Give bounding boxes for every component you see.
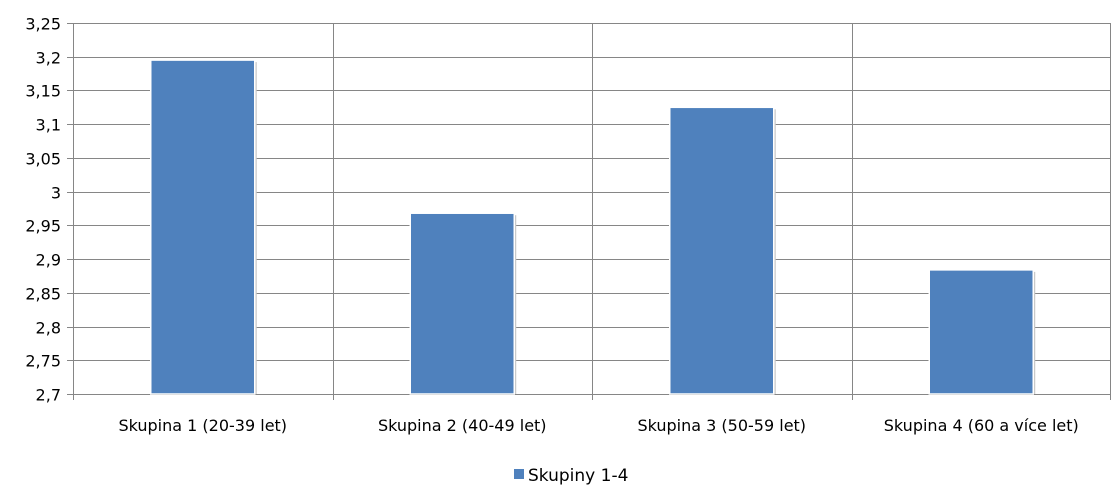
x-tick-label: Skupina 4 (60 a více let) (884, 416, 1079, 435)
bars-layer (150, 59, 1036, 395)
x-tick-label: Skupina 1 (20-39 let) (118, 416, 287, 435)
y-tick-label: 3 (51, 184, 61, 203)
y-tick-label: 2,9 (36, 251, 61, 270)
y-tick-label: 3,05 (25, 150, 61, 169)
y-tick-label: 2,8 (36, 319, 61, 338)
y-tick-label: 3,2 (36, 49, 61, 68)
y-tick-label: 3,1 (36, 116, 61, 135)
y-tick-label: 2,7 (36, 386, 61, 405)
y-tick-label: 3,25 (25, 15, 61, 34)
x-tick-label: Skupina 3 (50-59 let) (637, 416, 806, 435)
y-tick-label: 2,85 (25, 285, 61, 304)
bar (150, 59, 256, 395)
bar (928, 269, 1034, 395)
y-tick-label: 2,75 (25, 352, 61, 371)
legend-swatch (514, 469, 524, 479)
legend: Skupiny 1-4 (514, 466, 628, 486)
bar (669, 106, 775, 395)
bar (409, 212, 515, 395)
axis-layer: 2,7 2,75 2,8 2,85 2,9 2,95 3 3,05 3,1 3,15 3,2 3,25… (25, 15, 1078, 436)
legend-label: Skupiny 1-4 (528, 466, 628, 486)
x-tick-label: Skupina 2 (40-49 let) (378, 416, 547, 435)
y-tick-label: 3,15 (25, 82, 61, 101)
y-tick-label: 2,95 (25, 217, 61, 236)
